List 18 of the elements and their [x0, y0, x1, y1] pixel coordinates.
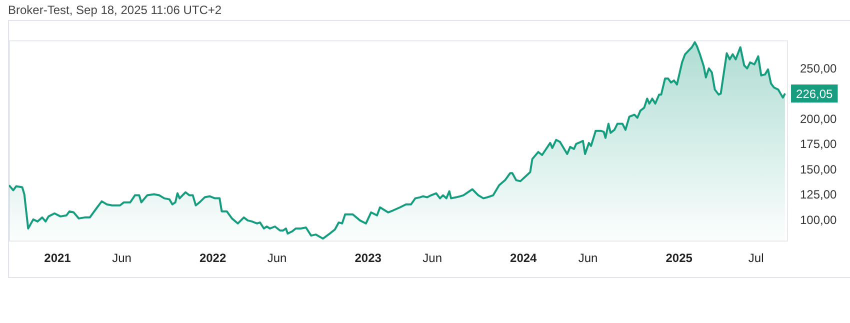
x-tick-label: Jun	[578, 251, 598, 266]
x-tick-label: 2025	[666, 251, 693, 266]
y-tick-label: 150,00	[800, 162, 838, 176]
chart-title: Broker-Test, Sep 18, 2025 11:06 UTC+2	[8, 3, 222, 17]
x-tick-label: Jun	[267, 251, 287, 266]
x-tick-label: 2022	[199, 251, 226, 266]
x-tick-label: 2021	[44, 251, 72, 266]
x-tick-label: 2023	[354, 251, 382, 266]
annotation: 226,05	[796, 86, 834, 101]
x-tick-label: Jul	[748, 251, 764, 266]
y-tick-label: 200,00	[800, 112, 838, 126]
y-tick-label: 175,00	[800, 137, 838, 152]
y-tick-label: 125,00	[800, 188, 838, 202]
y-tick-label: 100,00	[800, 212, 838, 227]
x-tick-label: Jun	[422, 251, 442, 266]
x-tick-label: Jun	[112, 251, 132, 266]
x-tick-label: 2024	[510, 251, 538, 266]
y-tick-label: 250,00	[800, 62, 838, 76]
